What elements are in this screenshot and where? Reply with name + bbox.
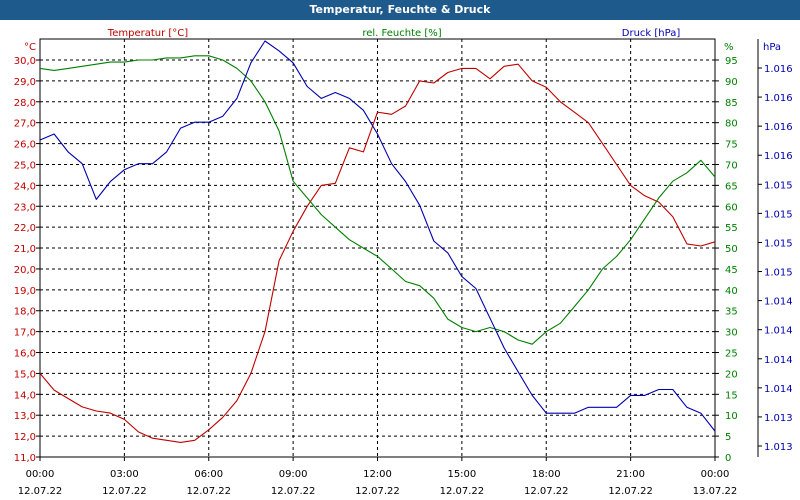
pressure-tick-label: 1.016 [764, 122, 793, 133]
humidity-tick-label: 25 [725, 349, 738, 360]
pressure-tick-label: 1.016 [764, 151, 793, 162]
pressure-tick-label: 1.014 [764, 384, 793, 395]
humidity-tick-label: 65 [725, 181, 738, 192]
humidity-unit-label: % [724, 42, 734, 53]
x-tick-date: 12.07.22 [608, 486, 653, 497]
pressure-tick-label: 1.013 [764, 442, 793, 453]
temperature-tick-label: 19,0 [14, 286, 36, 297]
x-tick-time: 15:00 [447, 469, 476, 480]
temperature-tick-label: 27,0 [14, 119, 36, 130]
temperature-tick-label: 14,0 [14, 390, 36, 401]
pressure-tick-label: 1.014 [764, 326, 793, 337]
pressure-tick-label: 1.016 [764, 64, 793, 75]
temperature-tick-label: 17,0 [14, 328, 36, 339]
humidity-tick-label: 0 [725, 453, 731, 464]
pressure-series-line [39, 40, 716, 432]
x-tick-time: 21:00 [616, 469, 645, 480]
humidity-tick-label: 60 [725, 202, 738, 213]
x-tick-time: 03:00 [110, 469, 139, 480]
grid [40, 39, 715, 457]
humidity-tick-label: 35 [725, 307, 738, 318]
temperature-tick-label: 13,0 [14, 411, 36, 422]
temperature-tick-label: 28,0 [14, 98, 36, 109]
temperature-tick-label: 12,0 [14, 432, 36, 443]
temperature-tick-label: 23,0 [14, 202, 36, 213]
pressure-tick-label: 1.013 [764, 413, 793, 424]
x-tick-date: 12.07.22 [186, 486, 231, 497]
temperature-tick-label: 20,0 [14, 265, 36, 276]
axes [36, 38, 762, 461]
humidity-tick-label: 90 [725, 77, 738, 88]
x-tick-date: 12.07.22 [271, 486, 316, 497]
x-tick-date: 12.07.22 [102, 486, 147, 497]
humidity-tick-label: 85 [725, 98, 738, 109]
window-title: Temperatur, Feuchte & Druck [0, 0, 800, 20]
temperature-tick-label: 22,0 [14, 223, 36, 234]
humidity-tick-label: 45 [725, 265, 738, 276]
humidity-tick-label: 20 [725, 369, 738, 380]
humidity-tick-label: 5 [725, 432, 731, 443]
x-tick-date: 12.07.22 [355, 486, 400, 497]
x-tick-time: 12:00 [363, 469, 392, 480]
humidity-tick-label: 50 [725, 244, 738, 255]
x-tick-time: 06:00 [194, 469, 223, 480]
temperature-tick-label: 26,0 [14, 140, 36, 151]
pressure-tick-label: 1.016 [764, 93, 793, 104]
humidity-series-line [39, 55, 716, 345]
humidity-tick-label: 15 [725, 390, 738, 401]
pressure-tick-label: 1.014 [764, 355, 793, 366]
pressure-tick-label: 1.014 [764, 297, 793, 308]
series [39, 40, 716, 443]
humidity-tick-label: 95 [725, 56, 738, 67]
temperature-tick-label: 15,0 [14, 369, 36, 380]
humidity-tick-label: 10 [725, 411, 738, 422]
x-tick-time: 09:00 [279, 469, 308, 480]
temperature-tick-label: 29,0 [14, 77, 36, 88]
temperature-tick-label: 30,0 [14, 56, 36, 67]
x-tick-time: 00:00 [701, 469, 730, 480]
x-tick-time: 00:00 [26, 469, 55, 480]
humidity-tick-label: 80 [725, 119, 738, 130]
x-tick-date: 12.07.22 [18, 486, 63, 497]
pressure-tick-label: 1.015 [764, 180, 793, 191]
temperature-series-label: Temperatur [°C] [107, 28, 188, 39]
x-tick-time: 18:00 [532, 469, 561, 480]
pressure-tick-label: 1.015 [764, 238, 793, 249]
pressure-unit-label: hPa [763, 42, 781, 53]
plot-frame [39, 38, 716, 458]
x-tick-date: 13.07.22 [693, 486, 738, 497]
temperature-tick-label: 18,0 [14, 307, 36, 318]
humidity-tick-label: 70 [725, 160, 738, 171]
temperature-tick-label: 11,0 [14, 453, 36, 464]
temperature-tick-label: 24,0 [14, 181, 36, 192]
x-tick-date: 12.07.22 [524, 486, 569, 497]
humidity-tick-label: 40 [725, 286, 738, 297]
temperature-unit-label: °C [24, 42, 36, 53]
x-tick-date: 12.07.22 [440, 486, 485, 497]
humidity-tick-label: 55 [725, 223, 738, 234]
temperature-tick-label: 16,0 [14, 349, 36, 360]
pressure-tick-label: 1.015 [764, 268, 793, 279]
humidity-series-label: rel. Feuchte [%] [362, 28, 441, 39]
temperature-tick-label: 25,0 [14, 160, 36, 171]
labels: 00:00 12.07.22 03:00 12.07.22 06:00 12.07.22 0… [14, 28, 793, 497]
temperature-tick-label: 21,0 [14, 244, 36, 255]
humidity-tick-label: 75 [725, 140, 738, 151]
temperature-series-line [39, 63, 716, 443]
pressure-tick-label: 1.015 [764, 209, 793, 220]
pressure-series-label: Druck [hPa] [622, 28, 681, 39]
humidity-tick-label: 30 [725, 328, 738, 339]
